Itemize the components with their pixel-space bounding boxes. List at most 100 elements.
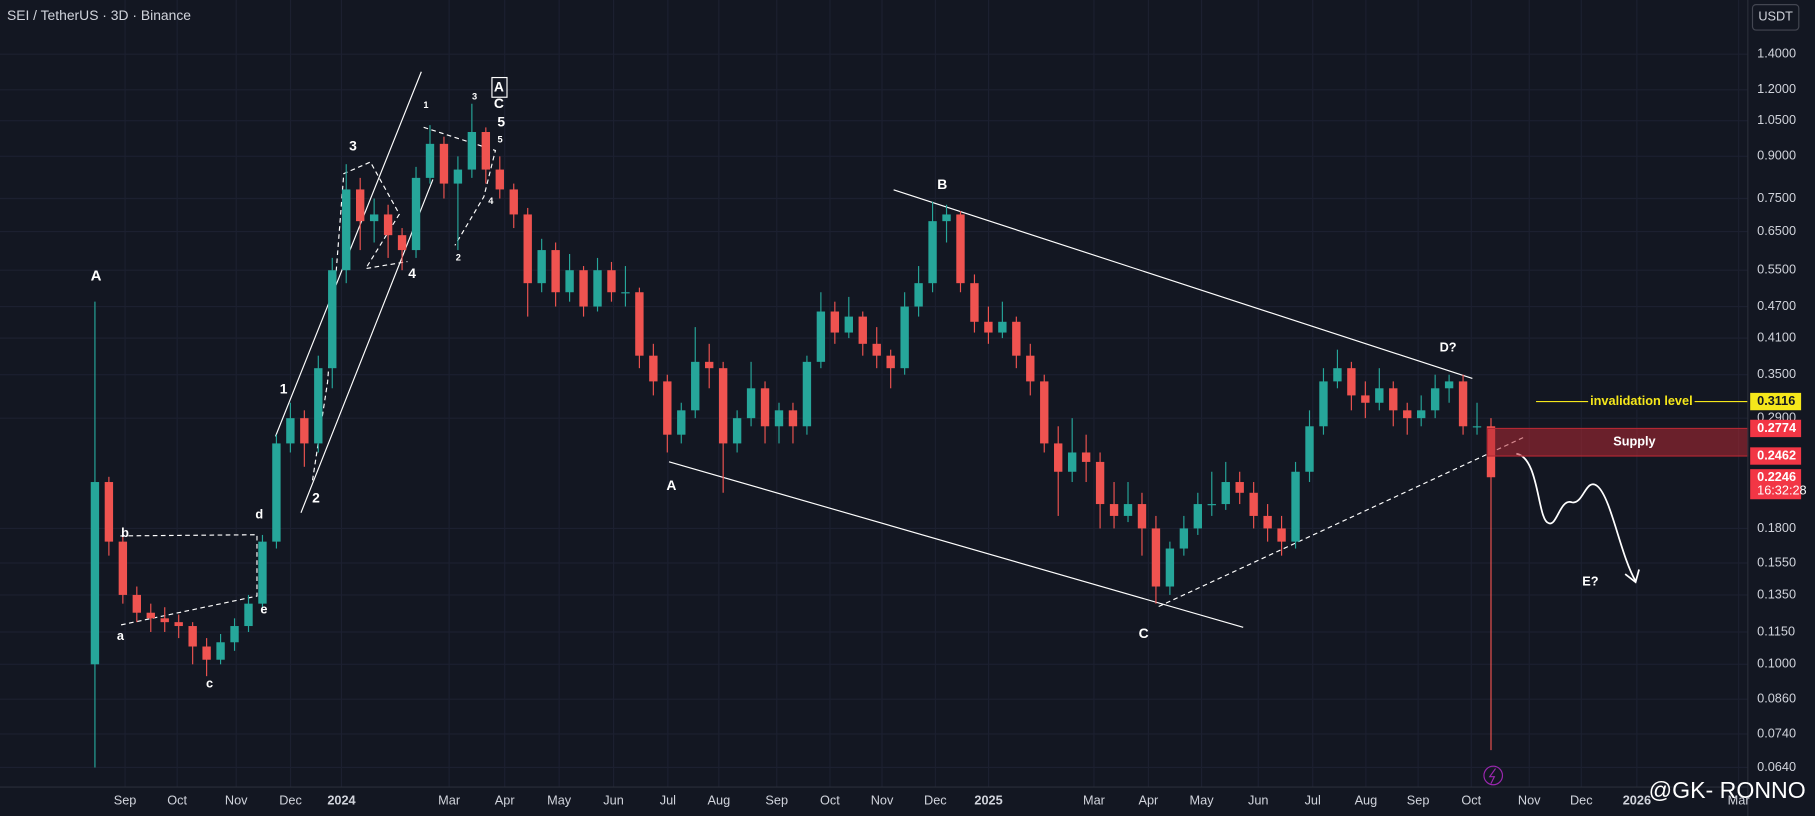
candle-body	[774, 410, 784, 427]
candle-body	[118, 541, 128, 595]
candle-body	[342, 189, 351, 271]
wave-label: 3	[472, 92, 477, 102]
wave-label: 2	[312, 490, 320, 506]
currency-label[interactable]: USDT	[1758, 9, 1793, 24]
candle-body	[718, 368, 728, 444]
wave-label: d	[255, 506, 263, 521]
candle-body	[300, 418, 309, 444]
invalidation-label: invalidation level	[1590, 393, 1693, 408]
x-tick-label: 2026	[1623, 792, 1651, 807]
x-tick-label: Jul	[1305, 792, 1321, 807]
candle-body	[970, 283, 979, 322]
candle-body	[830, 311, 840, 333]
x-tick-label: May	[1190, 792, 1215, 807]
candle-body	[1333, 368, 1342, 382]
x-tick-label: Aug	[708, 792, 731, 807]
y-tick-label: 0.1800	[1757, 520, 1796, 535]
candle-body	[328, 270, 337, 369]
candle-body	[160, 618, 169, 623]
wave-label: C	[1139, 625, 1149, 641]
candle-body	[1040, 381, 1049, 444]
wave-label: e	[260, 601, 267, 616]
dashed-line	[423, 126, 497, 246]
candle-body	[746, 388, 756, 419]
candle-body	[1081, 452, 1091, 462]
x-tick-label: Mar	[1083, 792, 1106, 807]
wave-label: D?	[1440, 340, 1457, 355]
candle-body	[1389, 388, 1398, 411]
price-tag-label: 0.3116	[1757, 393, 1795, 408]
candle-body	[411, 177, 421, 251]
wave-label: 2	[456, 253, 461, 263]
candle-body	[1221, 482, 1230, 505]
supply-zone	[1486, 427, 1749, 457]
currency-button[interactable]	[1751, 4, 1800, 31]
candle-body	[1472, 426, 1482, 428]
candle-body	[621, 292, 630, 294]
candle-body	[1012, 321, 1021, 356]
alert-bolt	[1488, 768, 1496, 784]
dashed-line	[1158, 436, 1524, 608]
x-tick-label: Apr	[495, 792, 516, 807]
x-tick-label: Sep	[765, 792, 788, 807]
candle-body	[788, 410, 798, 427]
trend-line	[893, 189, 1473, 380]
candle-body	[1416, 410, 1426, 419]
candle-body	[1193, 504, 1203, 529]
wave-label: C	[494, 95, 504, 111]
price-tag	[1750, 469, 1802, 500]
wave-label: 3	[349, 138, 357, 154]
y-tick-label: 0.0640	[1757, 759, 1796, 774]
candle-body	[705, 361, 714, 369]
arrow-head	[1624, 569, 1640, 584]
projection-arrow	[1516, 452, 1637, 582]
candle-body	[369, 214, 379, 222]
candle-body	[383, 214, 393, 236]
candle-body	[272, 443, 281, 542]
candle-body	[230, 626, 239, 643]
candle-body	[355, 189, 365, 222]
candle-body	[1235, 482, 1244, 493]
x-tick-label: Jul	[660, 792, 676, 807]
y-tick-label: 0.6500	[1757, 223, 1796, 238]
wave-label: B	[937, 176, 947, 192]
x-tick-label: Nov	[1518, 792, 1541, 807]
candle-body	[1165, 548, 1175, 587]
candle-body	[1263, 515, 1272, 529]
candle-body	[607, 270, 616, 293]
y-tick-label: 0.1000	[1757, 656, 1796, 671]
y-tick-label: 0.7500	[1757, 190, 1796, 205]
candle-body	[286, 418, 295, 444]
y-tick-label: 0.5500	[1757, 262, 1796, 277]
candle-body	[1305, 426, 1314, 472]
wave-label: a	[117, 628, 125, 643]
candle-body	[1054, 443, 1063, 472]
candle-body	[858, 316, 867, 344]
y-tick-label: 1.2000	[1757, 81, 1796, 96]
dashed-line	[120, 534, 258, 626]
wave-label: 1	[280, 381, 288, 397]
candle-body	[1458, 381, 1468, 427]
x-tick-label: Oct	[1461, 792, 1481, 807]
watermark: @GK- RONNO	[1649, 777, 1806, 803]
x-tick-label: Oct	[167, 792, 187, 807]
x-tick-label: Dec	[279, 792, 302, 807]
price-tag-label: 0.2246	[1757, 469, 1796, 484]
candle-body	[523, 214, 532, 284]
candle-body	[1375, 388, 1384, 403]
candle-body	[216, 642, 225, 660]
label-bg	[1588, 393, 1695, 410]
candles	[90, 103, 1496, 768]
candle-body	[942, 214, 951, 222]
candle-body	[565, 270, 574, 293]
candle-body	[132, 594, 142, 613]
candle-body	[1291, 471, 1300, 542]
candle-body	[314, 368, 323, 444]
alert-icon[interactable]	[1483, 765, 1504, 786]
trend-line	[300, 179, 434, 513]
candle-body	[984, 321, 993, 333]
candle-body	[1249, 492, 1258, 516]
